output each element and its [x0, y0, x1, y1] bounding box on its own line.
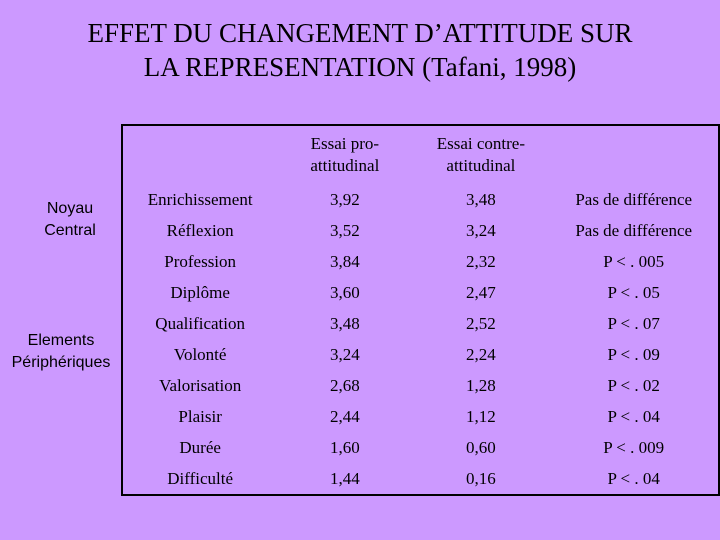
- pro-value-cell: 1,44: [277, 463, 413, 496]
- table-row: Volonté 3,24 2,24 P < . 09: [120, 339, 720, 370]
- criterion-cell: Réflexion: [120, 215, 278, 246]
- table-row: Réflexion 3,52 3,24 Pas de différence: [120, 215, 720, 246]
- results-table: Essai pro- attitudinal Essai contre- att…: [120, 124, 720, 496]
- periph-line-1: Elements: [27, 332, 95, 349]
- result-cell: P < . 05: [549, 277, 720, 308]
- result-cell: P < . 09: [549, 339, 720, 370]
- contre-value-cell: 2,24: [466, 344, 496, 364]
- noyau-line-2: Central: [44, 222, 96, 239]
- table-row: Qualification 3,48 2,52 P < . 07: [120, 308, 720, 339]
- table-row: Enrichissement 3,92 3,48 Pas de différen…: [120, 184, 720, 215]
- criterion-cell: Durée: [120, 432, 278, 463]
- pro-value-cell: 3,48: [329, 313, 360, 333]
- table-header-row: Essai pro- attitudinal Essai contre- att…: [120, 124, 720, 184]
- result-cell: P < . 009: [549, 432, 720, 463]
- table-row: Diplôme 3,60 2,47 P < . 05: [120, 277, 720, 308]
- pro-value-cell: 2,68: [329, 375, 360, 395]
- pro-value-cell: 1,60: [329, 437, 360, 457]
- result-cell: P < . 07: [549, 308, 720, 339]
- periph-line-2: Périphériques: [11, 354, 111, 371]
- criterion-cell: Plaisir: [120, 401, 278, 432]
- criterion-cell: Profession: [120, 246, 278, 277]
- table-row: Profession 3,84 2,32 P < . 005: [120, 246, 720, 277]
- pro-value-cell: 3,92: [329, 189, 360, 209]
- header-contre-line-1: Essai contre-: [436, 134, 526, 153]
- header-empty-left: [120, 124, 278, 184]
- table-row: Durée 1,60 0,60 P < . 009: [120, 432, 720, 463]
- result-cell: P < . 04: [549, 401, 720, 432]
- criterion-cell: Enrichissement: [120, 184, 278, 215]
- group-label-noyau-central: Noyau Central: [30, 198, 110, 242]
- contre-value-cell: 2,52: [466, 313, 496, 333]
- contre-value-cell: 3,48: [466, 189, 496, 209]
- contre-value-cell: 2,47: [466, 282, 496, 302]
- pro-value-cell: 3,52: [329, 220, 360, 240]
- table-row: Plaisir 2,44 1,12 P < . 04: [120, 401, 720, 432]
- result-cell: Pas de différence: [549, 215, 720, 246]
- contre-value-cell: 2,32: [466, 251, 496, 271]
- pro-value-cell: 3,84: [329, 251, 360, 271]
- contre-value-cell: 1,12: [466, 406, 496, 426]
- title-line-2: LA REPRESENTATION (Tafani, 1998): [143, 52, 577, 82]
- result-cell: Pas de différence: [549, 184, 720, 215]
- criterion-cell: Diplôme: [120, 277, 278, 308]
- contre-value-cell: 1,28: [466, 375, 496, 395]
- header-pro-attitudinal: Essai pro- attitudinal: [277, 124, 413, 184]
- criterion-cell: Qualification: [120, 308, 278, 339]
- header-contre-attitudinal: Essai contre- attitudinal: [412, 124, 550, 184]
- header-pro-line-1: Essai pro-: [310, 134, 380, 153]
- slide-title: EFFET DU CHANGEMENT D’ATTITUDE SUR LA RE…: [0, 16, 720, 84]
- table-row: Valorisation 2,68 1,28 P < . 02: [120, 370, 720, 401]
- pro-value-cell: 3,60: [329, 282, 360, 302]
- result-cell: P < . 005: [549, 246, 720, 277]
- criterion-cell: Volonté: [120, 339, 278, 370]
- header-pro-line-2: attitudinal: [310, 156, 380, 175]
- criterion-cell: Difficulté: [120, 463, 278, 496]
- criterion-cell: Valorisation: [120, 370, 278, 401]
- noyau-line-1: Noyau: [46, 200, 94, 217]
- header-empty-right: [549, 124, 720, 184]
- table-row: Difficulté 1,44 0,16 P < . 04: [120, 463, 720, 496]
- result-cell: P < . 02: [549, 370, 720, 401]
- result-cell: P < . 04: [549, 463, 720, 496]
- pro-value-cell: 2,44: [329, 406, 360, 426]
- contre-value-cell: 0,16: [412, 463, 550, 496]
- group-label-elements-peripheriques: Elements Périphériques: [0, 330, 122, 374]
- contre-value-cell: 0,60: [466, 437, 496, 457]
- title-line-1: EFFET DU CHANGEMENT D’ATTITUDE SUR: [87, 18, 633, 48]
- header-contre-line-2: attitudinal: [446, 156, 516, 175]
- contre-value-cell: 3,24: [466, 220, 496, 240]
- pro-value-cell: 3,24: [329, 344, 360, 364]
